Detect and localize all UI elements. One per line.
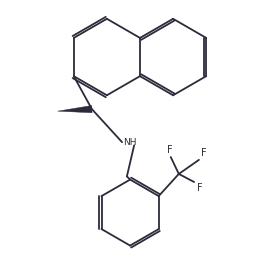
Text: F: F xyxy=(167,146,173,155)
Text: F: F xyxy=(197,183,202,193)
Polygon shape xyxy=(58,105,92,113)
Text: NH: NH xyxy=(123,138,137,147)
Text: F: F xyxy=(201,148,207,158)
